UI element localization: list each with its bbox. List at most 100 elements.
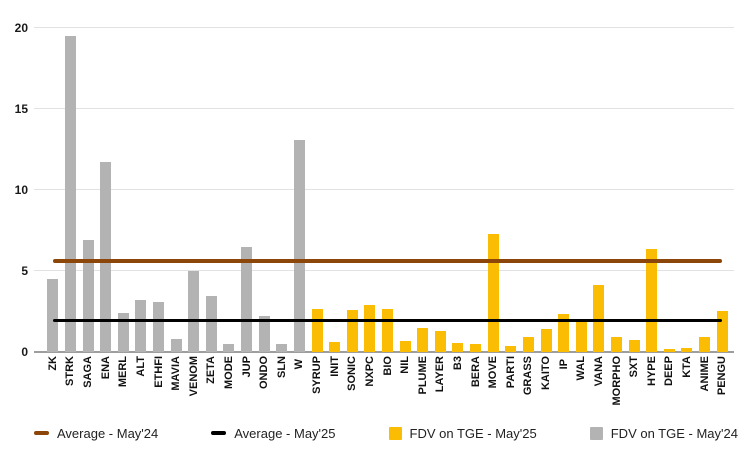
x-axis-label-venom: VENOM: [187, 356, 201, 401]
y-tick-label-20: 20: [14, 20, 28, 35]
bar-move: [487, 233, 499, 352]
bar-layer: [434, 330, 446, 352]
gridline-20: [34, 27, 734, 29]
x-axis-label-bio: BIO: [381, 356, 395, 381]
bar-anime: [699, 337, 711, 352]
x-axis-label-text: SYRUP: [311, 356, 324, 394]
x-axis-label-text: B3: [451, 356, 464, 371]
x-axis-label-sxt: SXT: [627, 356, 641, 382]
x-axis-label-text: LAYER: [434, 356, 447, 393]
bar-ena: [100, 162, 112, 352]
bar-venom: [188, 270, 200, 352]
bar-saga: [82, 240, 94, 352]
x-axis-label-jup: JUP: [240, 356, 254, 382]
bar-mavia: [170, 338, 182, 352]
x-axis-label-kaito: KAITO: [539, 356, 553, 395]
x-axis-label-bera: BERA: [469, 356, 483, 392]
x-axis-label-text: IP: [557, 358, 570, 369]
x-axis-label-b3: B3: [451, 356, 465, 375]
x-axis-label-text: SLN: [275, 356, 288, 378]
x-axis-label-text: ENA: [99, 356, 112, 380]
legend-swatch-fdv-on-tge-may-24: [589, 426, 603, 440]
bar-pengu: [716, 311, 728, 352]
bar-hype: [646, 248, 658, 352]
x-axis-label-text: BIO: [381, 356, 394, 376]
x-axis-label-layer: LAYER: [433, 356, 447, 397]
x-axis-label-text: HYPE: [645, 356, 658, 386]
x-axis-label-text: KAITO: [540, 356, 553, 391]
y-tick-label-5: 5: [21, 263, 28, 278]
x-axis-label-init: INIT: [328, 356, 342, 382]
bar-vana: [593, 285, 605, 352]
legend-swatch-average-may-25: [211, 431, 227, 435]
legend-label: FDV on TGE - May'25: [409, 425, 537, 441]
average-may-25-line: [52, 318, 723, 322]
x-axis-label-nil: NIL: [398, 356, 412, 379]
legend-swatch-average-may-24: [34, 431, 49, 435]
legend-label: Average - May'25: [234, 425, 336, 441]
x-axis-label-ondo: ONDO: [257, 356, 271, 394]
x-axis-label-text: MODE: [222, 356, 235, 389]
legend-label: FDV on TGE - May'24: [610, 425, 738, 441]
legend-item-average-may-25: Average - May'25: [211, 425, 336, 441]
bar-sln: [276, 343, 288, 352]
x-axis-label-nxpc: NXPC: [363, 356, 377, 392]
bar-b3: [452, 342, 464, 352]
average-may-24-line: [52, 259, 723, 264]
bar-jup: [241, 246, 253, 352]
x-axis-label-vana: VANA: [592, 356, 606, 391]
bar-wal: [575, 321, 587, 352]
bar-syrup: [311, 308, 323, 352]
plot-area: ZK STRK SAGA ENA MERL ALT ETHFI MAVIA VENOM ZETA M…: [34, 0, 734, 456]
x-axis-label-sonic: SONIC: [345, 356, 359, 396]
x-axis-label-text: SAGA: [82, 356, 95, 388]
legend-item-fdv-on-tge-may-24: FDV on TGE - May'24: [589, 425, 738, 441]
x-axis-label-text: INIT: [328, 356, 341, 377]
x-axis-label-text: NIL: [399, 356, 412, 374]
bar-ip: [558, 313, 570, 352]
x-axis-label-wal: WAL: [574, 356, 588, 385]
x-axis-label-strk: STRK: [63, 356, 77, 391]
bar-merl: [117, 312, 129, 352]
x-axis-label-text: PENGU: [716, 356, 729, 396]
x-axis-label-text: MOVE: [487, 356, 500, 389]
y-tick-label-0: 0: [21, 344, 28, 359]
x-axis-label-text: MORPHO: [610, 356, 623, 406]
bar-ondo: [258, 316, 270, 352]
x-axis-label-alt: ALT: [134, 356, 148, 382]
x-axis-label-text: ETHFI: [152, 356, 165, 388]
x-axis-label-text: JUP: [240, 356, 253, 378]
x-axis-label-ethfi: ETHFI: [152, 356, 166, 393]
x-axis-label-anime: ANIME: [698, 356, 712, 396]
bar-zk: [47, 278, 59, 352]
bar-bera: [470, 343, 482, 352]
gridline-10: [34, 189, 734, 191]
x-axis-label-pengu: PENGU: [715, 356, 729, 400]
bar-init: [329, 342, 341, 352]
bar-kaito: [540, 329, 552, 352]
x-axis-label-text: ANIME: [698, 356, 711, 392]
x-axis-label-text: GRASS: [522, 356, 535, 396]
x-axis-label-text: STRK: [64, 356, 77, 386]
x-axis-label-text: ONDO: [258, 356, 271, 389]
bar-alt: [135, 299, 147, 352]
bar-mode: [223, 343, 235, 352]
bar-nil: [399, 341, 411, 352]
x-axis-label-ena: ENA: [99, 356, 113, 384]
gridline-15: [34, 108, 734, 110]
x-axis-label-text: ZK: [46, 356, 59, 371]
x-axis-line: [34, 350, 734, 353]
bar-zeta: [205, 295, 217, 352]
bar-sxt: [628, 339, 640, 352]
x-axis-label-mavia: MAVIA: [169, 356, 183, 396]
x-axis-label-morpho: MORPHO: [610, 356, 624, 411]
x-axis-label-text: SONIC: [346, 356, 359, 391]
legend-item-fdv-on-tge-may-25: FDV on TGE - May'25: [388, 425, 537, 441]
x-axis-label-text: BERA: [469, 356, 482, 388]
x-axis-label-kta: KTA: [680, 356, 694, 383]
x-axis-label-merl: MERL: [116, 356, 130, 392]
x-axis-label-text: WAL: [575, 356, 588, 381]
x-axis-label-text: PLUME: [416, 356, 429, 395]
x-axis-label-ip: IP: [557, 356, 571, 374]
